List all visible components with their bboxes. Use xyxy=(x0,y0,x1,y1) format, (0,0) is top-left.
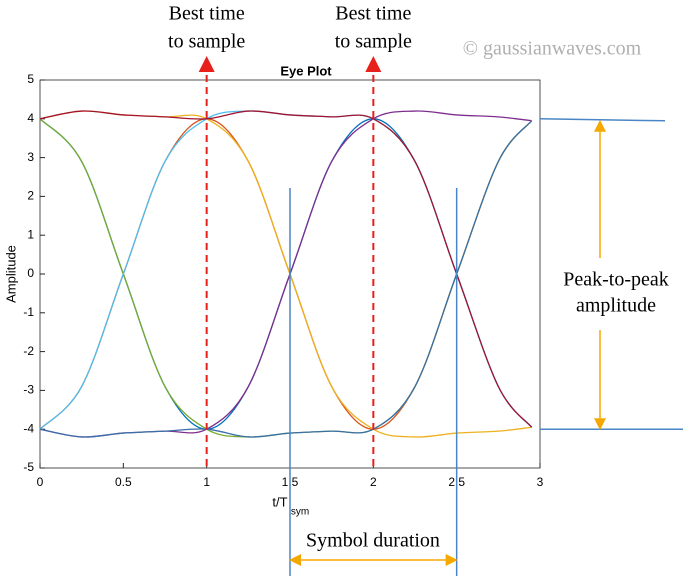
x-tick-label: 3 xyxy=(537,475,544,489)
sample-label: to sample xyxy=(335,31,412,53)
y-tick-label: 3 xyxy=(27,150,34,164)
watermark: © gaussianwaves.com xyxy=(463,38,642,60)
eye-trace xyxy=(39,118,533,430)
eye-trace xyxy=(39,110,532,438)
peak-label: Peak-to-peak xyxy=(563,269,669,291)
y-tick-label: -4 xyxy=(23,421,34,435)
sample-label: Best time xyxy=(335,3,411,25)
chart-title: Eye Plot xyxy=(280,63,332,78)
x-tick-label: 0.5 xyxy=(115,475,132,489)
eye-trace xyxy=(39,110,533,428)
eye-trace xyxy=(39,118,533,430)
y-axis-label: Amplitude xyxy=(3,245,18,303)
x-tick-label: 2 xyxy=(370,475,377,489)
x-axis-label-sub: sym xyxy=(291,507,309,518)
y-tick-label: 5 xyxy=(27,72,34,86)
y-tick-label: -3 xyxy=(23,383,34,397)
x-axis-label: t/T xyxy=(272,494,287,509)
y-tick-label: 4 xyxy=(27,111,34,125)
peak-level xyxy=(539,118,666,122)
sample-label: to sample xyxy=(168,31,245,53)
symbol-duration-label: Symbol duration xyxy=(306,530,440,552)
eye-trace xyxy=(39,110,532,438)
y-tick-label: -2 xyxy=(23,344,34,358)
sample-label: Best time xyxy=(169,3,245,25)
peak-label: amplitude xyxy=(576,295,656,317)
x-tick-label: 1 xyxy=(203,475,210,489)
y-tick-label: -1 xyxy=(23,305,34,319)
eye-trace xyxy=(39,120,533,438)
y-tick-label: -5 xyxy=(23,460,34,474)
y-tick-label: 0 xyxy=(27,266,34,280)
x-tick-label: 0 xyxy=(37,475,44,489)
y-tick-label: 1 xyxy=(27,227,34,241)
y-tick-label: 2 xyxy=(27,189,34,203)
